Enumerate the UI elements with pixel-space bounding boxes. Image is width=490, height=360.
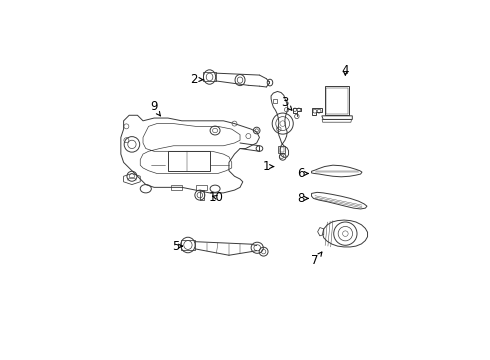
Text: 5: 5 bbox=[172, 240, 183, 253]
Text: 10: 10 bbox=[208, 190, 223, 203]
Bar bbox=[324, 86, 349, 115]
Text: 4: 4 bbox=[342, 64, 349, 77]
Text: 9: 9 bbox=[150, 100, 160, 116]
Bar bbox=[168, 151, 210, 171]
Text: 6: 6 bbox=[297, 167, 308, 180]
Bar bbox=[326, 87, 347, 114]
Text: 1: 1 bbox=[263, 160, 273, 173]
Text: 8: 8 bbox=[297, 192, 308, 205]
Text: 7: 7 bbox=[311, 252, 322, 267]
Text: 2: 2 bbox=[191, 73, 204, 86]
Text: 3: 3 bbox=[281, 96, 292, 110]
